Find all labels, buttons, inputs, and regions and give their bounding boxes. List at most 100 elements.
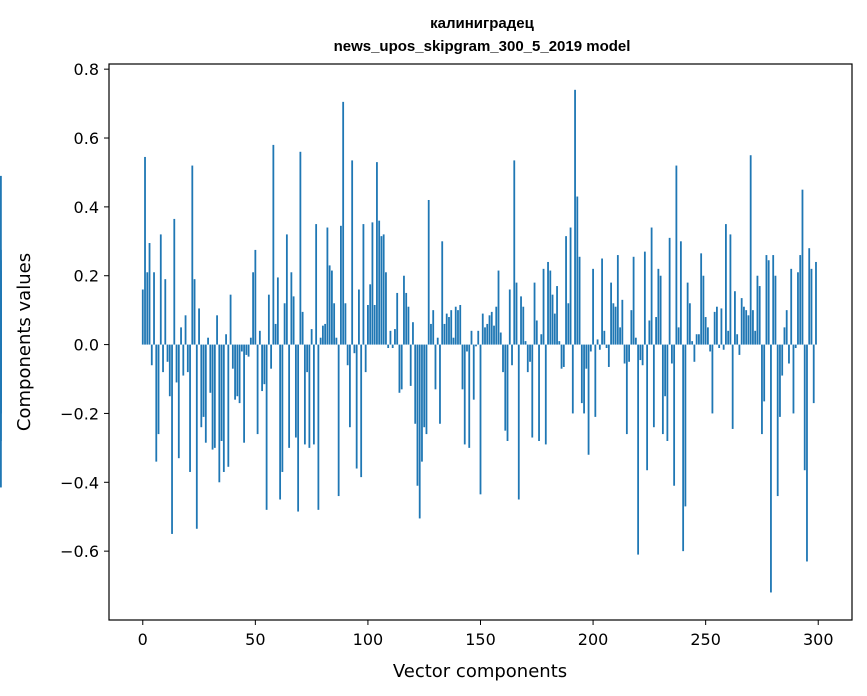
- bar-281: [774, 275, 777, 345]
- bar-285: [783, 327, 786, 345]
- bar-151: [481, 313, 484, 345]
- bar-66: [290, 272, 293, 345]
- bar-59: [274, 323, 277, 345]
- bar-2: [146, 272, 149, 345]
- bar-130: [434, 344, 437, 390]
- bar-64: [285, 234, 288, 345]
- bar-141: [459, 304, 462, 345]
- bar-247: [698, 334, 700, 345]
- bar-140: [457, 310, 459, 345]
- bar-44: [240, 344, 243, 352]
- bar-8: [159, 234, 162, 345]
- bar-79: [319, 337, 322, 345]
- bar-107: [382, 234, 385, 345]
- bar-185: [558, 341, 561, 345]
- bar-33: [216, 315, 218, 345]
- bar-199: [589, 344, 592, 352]
- bar-167: [517, 344, 520, 500]
- bar-172: [529, 344, 531, 362]
- bar-272: [754, 330, 757, 345]
- bar-145: [468, 344, 471, 448]
- bar-71: [301, 311, 304, 345]
- bar-155: [490, 311, 493, 345]
- bar-106: [380, 236, 383, 345]
- bar-53: [261, 344, 263, 392]
- bar-84: [331, 270, 333, 345]
- bar-28: [204, 344, 207, 443]
- bar-235: [670, 344, 673, 364]
- bar-147: [472, 344, 475, 400]
- bar-250: [704, 317, 707, 345]
- bar-31: [211, 344, 214, 450]
- bar-236: [673, 344, 676, 486]
- bar-6: [155, 344, 158, 462]
- bar-317: [0, 270, 2, 345]
- bar-26: [200, 344, 203, 428]
- bar-49: [252, 272, 254, 345]
- bar-189: [567, 303, 570, 345]
- bar-282: [776, 344, 779, 497]
- bar-73: [306, 344, 309, 373]
- y-tick-label: 0.8: [74, 60, 99, 79]
- bar-277: [765, 255, 768, 345]
- bar-284: [781, 344, 784, 376]
- bar-299: [815, 261, 817, 345]
- bar-248: [700, 253, 703, 345]
- bar-175: [535, 320, 538, 345]
- x-tick-label: 250: [690, 630, 721, 649]
- bar-125: [423, 344, 426, 428]
- bar-41: [234, 344, 236, 400]
- bar-196: [583, 344, 585, 414]
- bar-239: [679, 241, 682, 345]
- bar-30: [209, 344, 212, 393]
- bar-11: [166, 344, 169, 362]
- bar-286: [785, 310, 788, 345]
- bar-91: [346, 344, 349, 366]
- bar-294: [803, 344, 806, 471]
- bar-72: [303, 344, 306, 445]
- bar-276: [763, 344, 766, 402]
- bar-51: [256, 344, 259, 435]
- bar-69: [297, 344, 300, 512]
- bar-112: [394, 329, 396, 345]
- bar-220: [637, 344, 640, 555]
- bar-16: [177, 344, 180, 459]
- bar-70: [299, 151, 302, 345]
- bar-87: [337, 344, 340, 497]
- bar-90: [344, 303, 347, 345]
- bar-54: [263, 344, 266, 385]
- bar-215: [625, 344, 628, 435]
- bar-75: [310, 329, 313, 345]
- bar-184: [556, 286, 558, 345]
- bar-211: [616, 255, 619, 345]
- bar-152: [484, 327, 486, 345]
- bar-132: [439, 344, 441, 424]
- bar-146: [470, 330, 473, 345]
- bar-113: [396, 292, 399, 345]
- bar-128: [430, 323, 432, 345]
- bar-198: [587, 344, 590, 455]
- bar-117: [405, 292, 408, 345]
- bar-149: [477, 330, 480, 345]
- bar-34: [218, 344, 221, 483]
- bar-110: [389, 330, 392, 345]
- bar-148: [475, 344, 477, 347]
- bar-183: [553, 313, 556, 345]
- bar-78: [317, 344, 320, 510]
- bar-188: [565, 236, 567, 345]
- bar-126: [425, 344, 428, 435]
- bar-242: [686, 282, 689, 345]
- y-tick-label: 0.4: [74, 198, 99, 217]
- bar-195: [580, 344, 583, 404]
- bar-47: [247, 344, 250, 357]
- bar-213: [621, 299, 624, 345]
- bar-319: [0, 344, 2, 402]
- bar-133: [441, 241, 444, 345]
- bar-7: [157, 344, 160, 435]
- bar-89: [342, 101, 345, 345]
- bar-158: [497, 270, 500, 345]
- bar-10: [164, 279, 167, 345]
- bar-92: [349, 344, 351, 428]
- bar-203: [598, 344, 601, 350]
- bar-119: [409, 344, 412, 386]
